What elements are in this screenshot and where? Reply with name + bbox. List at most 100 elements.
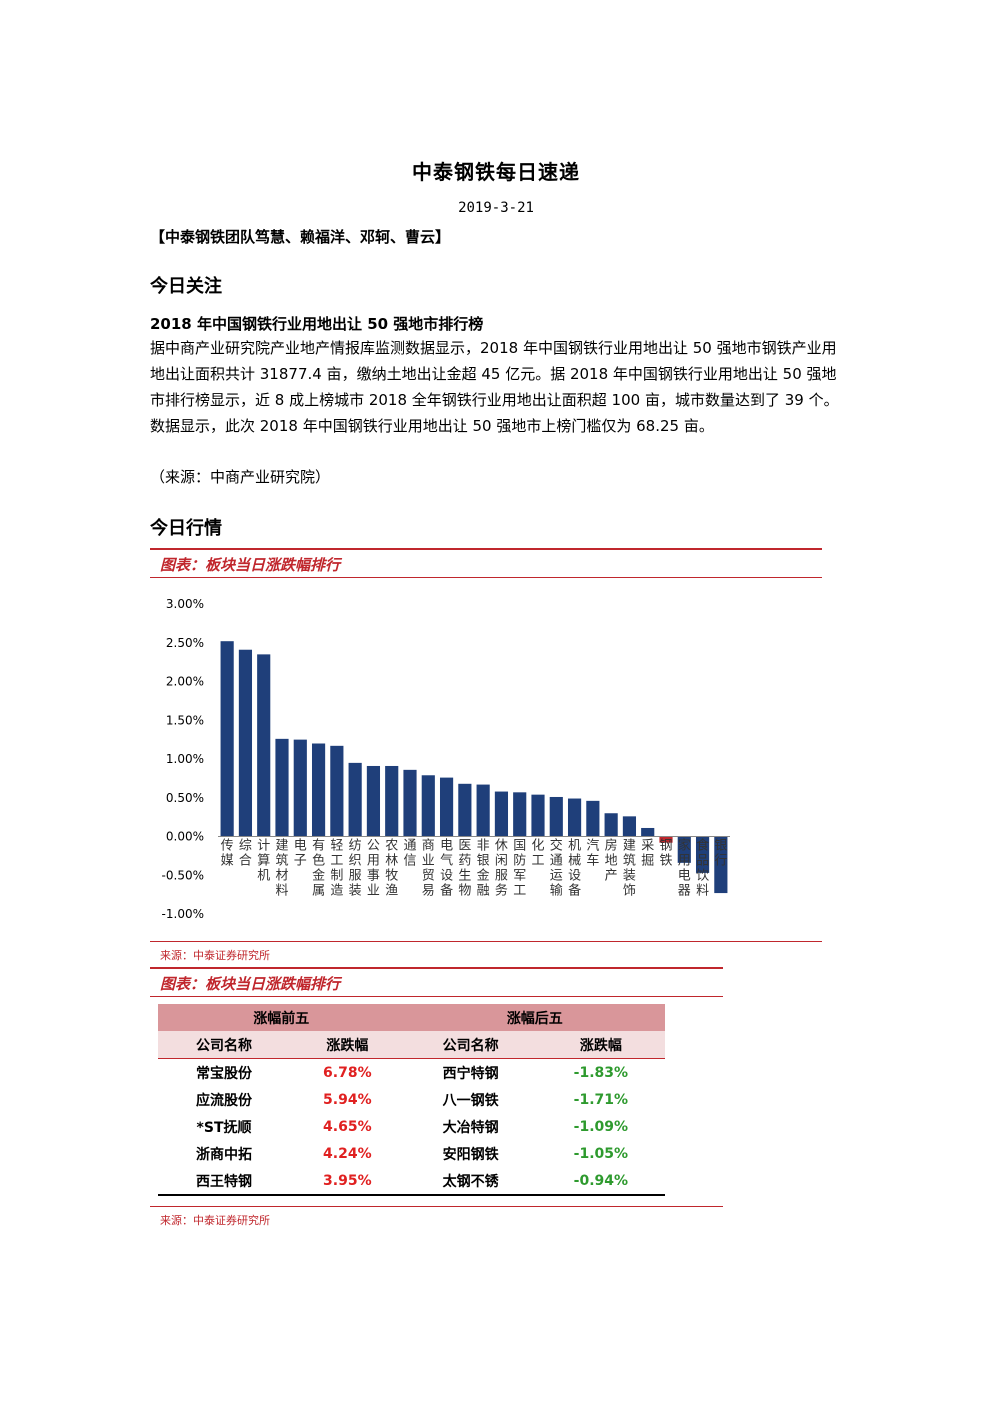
bar-商业贸易 [421,775,435,837]
bottom-stock-change: -1.83% [573,1064,629,1081]
category-label: 传媒 [221,839,234,869]
team-line: 【中泰钢铁团队笃慧、赖福洋、邓轲、曹云】 [150,228,451,246]
bottom-stock-change: -1.09% [573,1118,629,1135]
bar-公用事业 [366,765,381,837]
bottom-stock-name: 八一钢铁 [442,1092,499,1109]
figure1-bottom-rule [150,941,822,942]
top-five-header: 涨幅前五 [158,1004,405,1031]
bar-化工 [531,794,545,837]
bar-汽车 [586,800,600,837]
y-tick-label: 3.00% [166,597,204,611]
bar-非银金融 [476,784,490,837]
category-label: 电子 [294,839,307,869]
news-title: 2018 年中国钢铁行业用地出让 50 强地市排行榜 [150,315,484,333]
bottom-stock-name: 西宁特钢 [442,1065,499,1082]
top-stock-change: 6.78% [323,1064,372,1081]
bottom-stock-name: 安阳钢铁 [442,1146,499,1163]
col-change-header: 涨跌幅 [536,1031,665,1059]
category-label: 食品饮料 [696,838,709,899]
col-name-header: 公司名称 [404,1031,537,1059]
bar-家用电器 [677,836,691,863]
category-label: 计算机 [257,839,270,884]
bar-建筑装饰 [622,816,637,837]
bottom-stock-change: -1.05% [573,1145,629,1162]
bar-纺织服装 [348,762,362,837]
category-label: 采掘 [641,839,654,869]
category-label: 有色金属 [312,839,325,899]
news-body: 据中商产业研究院产业地产情报库监测数据显示，2018 年中国钢铁行业用地出让 5… [150,339,839,435]
table-row: 应流股份 5.94% 八一钢铁 -1.71% [158,1086,665,1113]
top-stock-change: 4.65% [323,1118,372,1135]
figure2-top-rule [150,967,723,969]
bar-轻工制造 [330,745,344,837]
y-tick-label: 2.50% [166,636,204,650]
figure2-bottom-rule [150,1206,723,1207]
figure2-caption: 图表：板块当日涨跌幅排行 [160,975,341,993]
figure2-source: 来源：中泰证券研究所 [160,1214,270,1227]
category-label: 商业贸易 [422,839,435,899]
table-row: 西王特钢 3.95% 太钢不锈 -0.94% [158,1167,665,1196]
category-label: 通信 [403,839,416,869]
category-label: 交通运输 [550,838,563,899]
col-change-header: 涨跌幅 [290,1031,405,1059]
news-source: （来源：中商产业研究院） [150,468,331,486]
y-tick-label: 0.50% [166,791,204,805]
y-tick-label: 1.50% [166,713,204,727]
category-label: 建筑材料 [275,839,288,899]
bottom-stock-name: 大冶特钢 [442,1119,499,1136]
market-heading: 今日行情 [150,518,222,539]
top-stock-name: 西王特钢 [158,1167,291,1196]
bar-通信 [403,769,417,837]
bar-食品饮料 [695,836,710,873]
y-tick-label: 2.00% [166,675,204,689]
bar-采掘 [641,827,655,837]
table-row: 浙商中拓 4.24% 安阳钢铁 -1.05% [158,1140,665,1167]
focus-heading: 今日关注 [150,276,222,297]
category-label: 非银金融 [477,839,490,899]
figure1-caption-rule [150,577,822,578]
figure2-caption-rule [150,996,723,997]
bar-国防军工 [513,792,527,837]
category-label: 医药生物 [458,839,471,899]
top-bottom-table: 涨幅前五 涨幅后五 公司名称 涨跌幅 公司名称 涨跌幅 常宝股份 6.78% 西… [158,1004,665,1196]
bar-建筑材料 [275,738,289,837]
bar-医药生物 [458,783,472,837]
bar-传媒 [220,641,234,837]
figure1-caption: 图表：板块当日涨跌幅排行 [160,556,341,574]
bar-电子 [293,739,307,837]
col-name-header: 公司名称 [158,1031,291,1059]
bottom-stock-change: -1.71% [573,1091,629,1108]
figure1-source: 来源：中泰证券研究所 [160,949,270,962]
category-label: 休闲服务 [495,839,508,899]
category-label: 机械设备 [568,839,581,899]
category-label: 汽车 [586,839,599,869]
category-label: 电气设备 [440,839,453,899]
y-tick-label: -1.00% [162,907,204,921]
bar-机械设备 [567,798,582,837]
bar-电气设备 [439,777,454,837]
bottom-stock-change: -0.94% [536,1167,665,1196]
category-label: 纺织服装 [349,839,362,899]
bottom-five-header: 涨幅后五 [404,1004,665,1031]
category-label: 建筑装饰 [623,839,636,899]
category-label: 综合 [239,839,252,869]
top-stock-change: 3.95% [290,1167,405,1196]
report-date: 2019-3-21 [458,200,534,216]
category-label: 房地产 [605,838,618,884]
figure1-top-rule [150,548,822,550]
y-tick-label: -0.50% [162,868,204,882]
category-label: 钢铁 [659,839,672,869]
category-label: 国防军工 [513,839,526,899]
table-row: *ST抚顺 4.65% 大冶特钢 -1.09% [158,1113,665,1140]
bar-有色金属 [311,743,326,837]
top-stock-change: 5.94% [323,1091,372,1108]
bar-综合 [238,649,253,837]
top-stock-name: 浙商中拓 [196,1146,253,1163]
category-label: 轻工制造 [330,839,343,899]
bar-计算机 [257,654,271,837]
bottom-stock-name: 太钢不锈 [404,1167,537,1196]
top-stock-name: 应流股份 [196,1092,253,1109]
category-label: 公用事业 [367,839,380,899]
table-row: 常宝股份 6.78% 西宁特钢 -1.83% [158,1059,665,1087]
y-tick-label: 1.00% [166,752,204,766]
